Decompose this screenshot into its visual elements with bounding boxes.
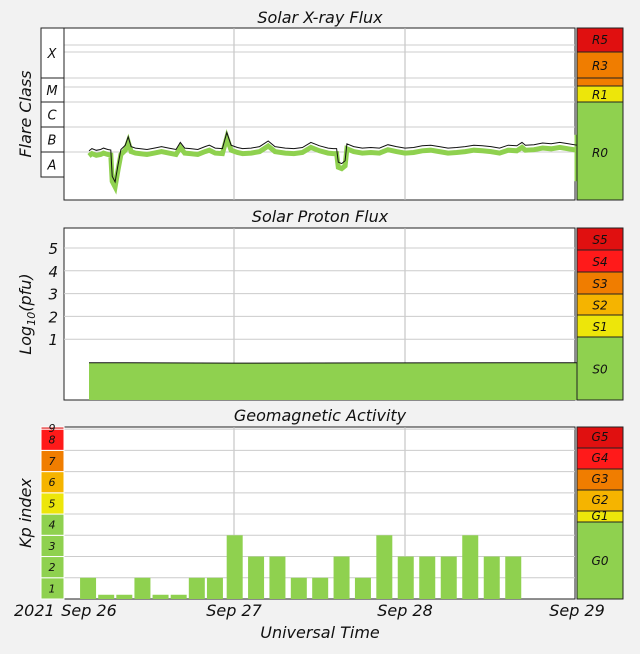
radiation-scale-label: S1 — [592, 320, 607, 334]
radio-scale-cell — [576, 51, 624, 79]
proton-y-tick: 2 — [48, 308, 58, 326]
proton-y-tick: 4 — [48, 263, 58, 281]
kp-bar — [505, 556, 522, 599]
radio-scale-label: R5 — [592, 33, 608, 47]
kp-bar — [98, 594, 115, 599]
xray-ylabel: Flare Class — [16, 70, 35, 157]
kp-bar — [440, 556, 457, 599]
kp-bar — [419, 556, 436, 599]
proton-series — [88, 362, 578, 400]
x-tick-label: Sep 27 — [206, 601, 262, 620]
kp-bar — [134, 577, 151, 599]
radio-scale-label: R1 — [592, 88, 608, 102]
geomag-ylabel: Kp index — [16, 478, 35, 548]
kp-bar — [152, 594, 169, 599]
proton-title: Solar Proton Flux — [252, 207, 389, 226]
geomagnetic-storm-scale: G5 G4 G3 G2 G1 G0 — [576, 426, 624, 600]
geo-scale-cell — [576, 521, 624, 600]
kp-bars — [80, 535, 522, 599]
radiation-scale-label: S3 — [592, 277, 607, 291]
proton-flux-area — [89, 362, 577, 400]
radio-scale-cell — [576, 101, 624, 201]
x-tick-label: Sep 28 — [377, 601, 433, 620]
kp-level-label: 9 — [49, 422, 56, 435]
kp-level-label: 4 — [49, 519, 56, 532]
radiation-scale-label: S4 — [592, 255, 607, 269]
kp-bar — [188, 577, 205, 599]
kp-level-cell — [40, 426, 65, 430]
proton-ylabel-end: (pfu) — [16, 273, 35, 311]
proton-y-tick: 5 — [48, 240, 58, 258]
geomag-title: Geomagnetic Activity — [234, 406, 407, 425]
flare-class-label: X — [47, 47, 58, 62]
proton-panel: Solar Proton Flux 1 2 3 4 5 S5 S4 S3 S2 S1 S0 Log… — [16, 207, 624, 401]
proton-y-ticks: 1 2 3 4 5 — [48, 240, 58, 349]
x-tick-labels: Sep 26 Sep 27 Sep 28 Sep 29 — [61, 601, 605, 620]
year-label: 2021 — [14, 601, 55, 620]
flare-class-cell — [40, 151, 65, 178]
x-tick-label: Sep 29 — [549, 601, 605, 620]
geo-scale-label: G1 — [592, 509, 609, 523]
kp-level-label: 8 — [49, 434, 56, 447]
kp-bar — [462, 535, 479, 599]
kp-bar — [483, 556, 500, 599]
flare-class-label: B — [48, 134, 57, 149]
x-axis-label: Universal Time — [260, 623, 380, 642]
radiation-scale-cell — [576, 336, 624, 401]
kp-bar — [312, 577, 329, 599]
kp-level-label: 3 — [49, 540, 56, 553]
kp-level-label: 5 — [49, 497, 56, 510]
proton-y-tick: 3 — [48, 286, 58, 304]
radiation-scale-label: S5 — [592, 233, 607, 247]
kp-bar — [116, 594, 133, 599]
proton-y-tick: 1 — [48, 331, 58, 349]
radiation-scale-label: S2 — [592, 299, 607, 313]
kp-level-label: 1 — [49, 582, 56, 595]
kp-bar — [226, 535, 243, 599]
x-tick-label: Sep 26 — [61, 601, 117, 620]
kp-bar — [170, 594, 187, 599]
radio-scale-label: R0 — [592, 146, 608, 160]
proton-ylabel-main: Log — [16, 326, 35, 355]
kp-level-label: 6 — [49, 476, 56, 489]
xray-title: Solar X-ray Flux — [257, 8, 383, 27]
flare-class-label: A — [47, 159, 57, 174]
geo-scale-label: G2 — [592, 493, 609, 507]
kp-bar — [397, 556, 414, 599]
flare-class-label: M — [46, 84, 57, 99]
geo-scale-label: G4 — [592, 451, 609, 465]
kp-bar — [376, 535, 393, 599]
kp-level-column: 1 2 3 4 5 6 7 89 — [40, 422, 65, 600]
kp-bar — [269, 556, 286, 599]
radio-scale-label: R3 — [592, 59, 608, 73]
geo-scale-label: G3 — [592, 472, 609, 486]
radiation-storm-scale: S5 S4 S3 S2 S1 S0 — [576, 227, 624, 401]
proton-ylabel-sub: 10 — [25, 312, 38, 326]
radio-blackout-scale: R5 R3 R1 R0 — [576, 27, 624, 201]
proton-ylabel: Log10(pfu) — [16, 273, 38, 354]
radiation-scale-label: S0 — [592, 363, 608, 377]
geo-scale-label: G0 — [592, 554, 609, 568]
kp-bar — [354, 577, 371, 599]
flare-class-label: C — [47, 109, 57, 124]
radio-scale-cell — [576, 77, 624, 87]
kp-bar — [290, 577, 307, 599]
kp-bar — [333, 556, 350, 599]
kp-level-label: 2 — [49, 561, 56, 574]
geo-scale-label: G5 — [592, 430, 609, 444]
proton-gridlines — [64, 228, 575, 400]
time-axis: 2021 Sep 26 Sep 27 Sep 28 Sep 29 Universal … — [14, 601, 605, 642]
xray-plot-area — [63, 27, 576, 201]
kp-bar — [206, 577, 223, 599]
kp-level-label: 7 — [49, 455, 56, 468]
kp-bar — [80, 577, 97, 599]
kp-bar — [248, 556, 265, 599]
